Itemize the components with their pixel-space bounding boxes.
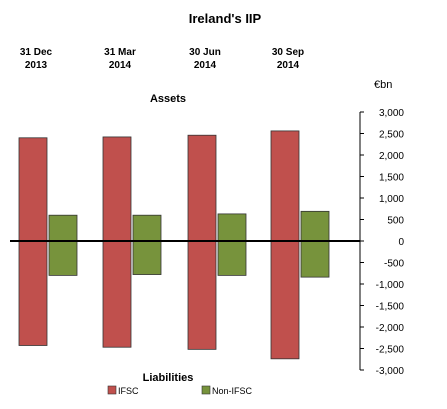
category-year-0: 2013 [25,60,48,71]
bar-non-ifsc-assets-0 [48,214,78,242]
bar-non-ifsc-liabilities-0 [48,240,78,276]
category-year-2: 2014 [194,60,217,71]
y-tick-label: 1,000 [379,194,404,205]
bar-ifsc-assets-3 [270,130,300,242]
y-tick-label: -1,500 [376,302,405,313]
legend-label-ifsc: IFSC [118,386,139,396]
y-axis: 3,000 2,500 2,000 1,500 1,000 500 0 -500 -1,000 -… [359,108,405,377]
legend-swatch-ifsc [107,385,117,395]
category-label-0: 31 Dec [20,47,53,58]
y-tick-label: 3,000 [379,108,404,119]
category-label-1: 31 Mar [104,47,136,58]
y-tick-label: -2,500 [376,345,405,356]
y-tick-label: 0 [398,237,404,248]
bar-ifsc-liabilities-2 [187,240,217,350]
chart-title: Ireland's IIP [189,11,262,26]
y-tick-label: -500 [384,259,404,270]
category-label-2: 30 Jun [189,47,221,58]
bar-non-ifsc-assets-1 [132,214,162,242]
bar-ifsc-liabilities-0 [18,240,48,346]
legend-label-non-ifsc: Non-IFSC [212,386,253,396]
legend-swatch-non-ifsc [201,385,211,395]
y-tick-label: 2,500 [379,130,404,141]
unit-label: €bn [374,79,392,91]
bars-group [10,130,360,360]
y-tick-label: -1,000 [376,280,405,291]
y-tick-label: 2,000 [379,151,404,162]
bar-ifsc-liabilities-3 [270,240,300,360]
category-label-3: 30 Sep [272,47,304,58]
legend: IFSC Non-IFSC [107,385,253,396]
bar-ifsc-assets-0 [18,137,48,242]
liabilities-label: Liabilities [143,372,194,384]
bar-non-ifsc-liabilities-1 [132,240,162,275]
bar-non-ifsc-liabilities-3 [300,240,330,278]
bar-ifsc-assets-1 [102,136,132,242]
bar-non-ifsc-assets-3 [300,210,330,242]
bar-non-ifsc-assets-2 [217,213,247,242]
y-tick-label: -2,000 [376,323,405,334]
category-labels: 31 Dec 2013 31 Mar 2014 30 Jun 2014 30 Sep 2014 [20,47,304,71]
bar-non-ifsc-liabilities-2 [217,240,247,276]
category-year-1: 2014 [109,60,132,71]
y-tick-label: 500 [387,216,404,227]
bar-ifsc-liabilities-1 [102,240,132,348]
y-tick-label: 1,500 [379,173,404,184]
bar-ifsc-assets-2 [187,134,217,242]
assets-label: Assets [150,93,186,105]
y-tick-label: -3,000 [376,366,405,377]
category-year-3: 2014 [277,60,300,71]
